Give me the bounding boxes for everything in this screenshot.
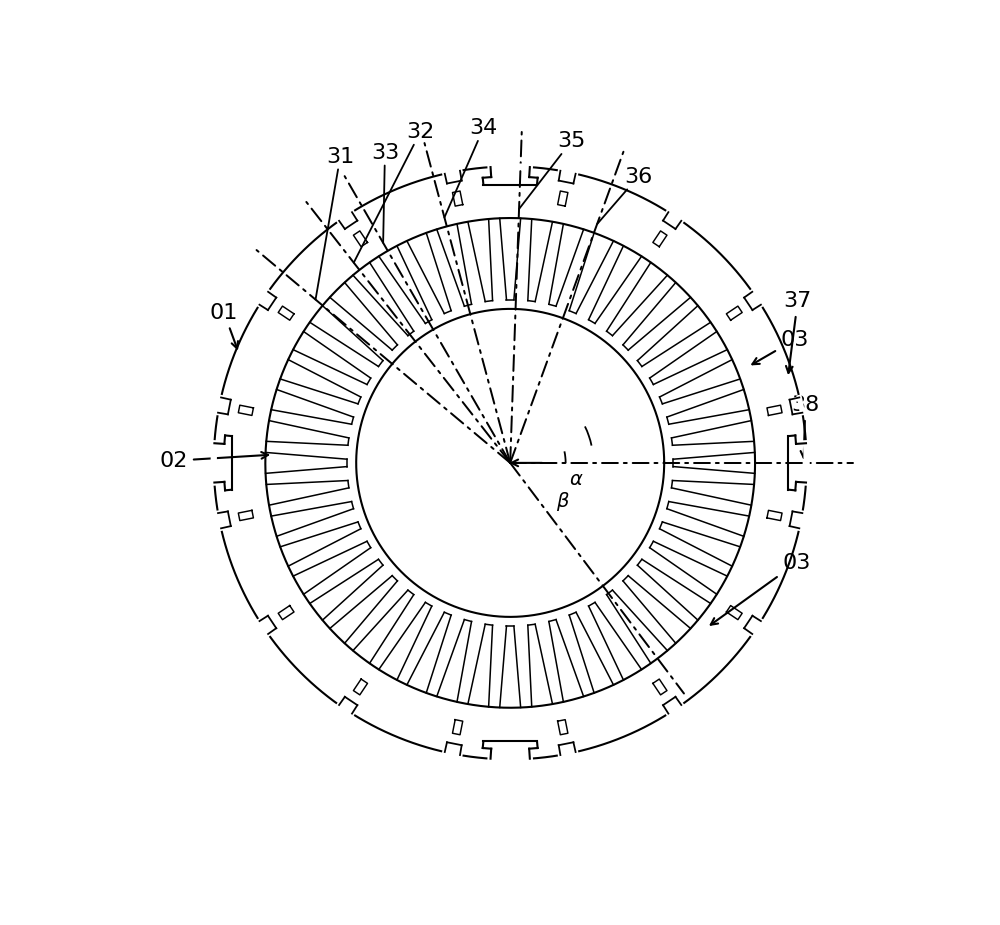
- Text: 01: 01: [210, 302, 238, 349]
- Text: 31: 31: [316, 146, 354, 300]
- Text: 33: 33: [371, 142, 399, 243]
- Text: 34: 34: [444, 118, 498, 217]
- Text: 36: 36: [597, 166, 652, 224]
- Text: 38: 38: [791, 395, 819, 458]
- Text: 02: 02: [160, 450, 268, 471]
- Text: $\beta$: $\beta$: [556, 490, 569, 512]
- Text: 37: 37: [784, 291, 812, 373]
- Text: 03: 03: [711, 553, 810, 624]
- Text: 35: 35: [519, 131, 586, 209]
- Text: 32: 32: [354, 122, 434, 263]
- Text: 03: 03: [752, 330, 809, 364]
- Text: $\alpha$: $\alpha$: [569, 470, 583, 488]
